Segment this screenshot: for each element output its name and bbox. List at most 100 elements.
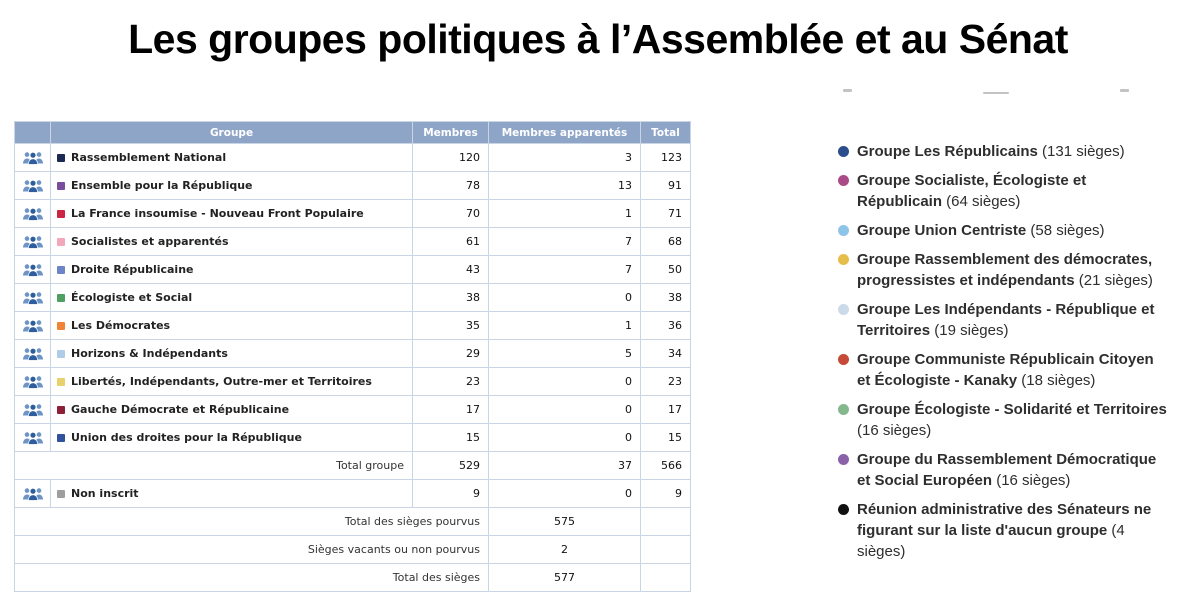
group-bullet <box>838 175 849 186</box>
apparentes-value: 0 <box>488 479 641 508</box>
summary-value: 577 <box>488 563 641 592</box>
apparentes-value: 13 <box>488 171 641 200</box>
table-header-row: Groupe Membres Membres apparentés Total <box>14 121 691 144</box>
party-name-cell: Non inscrit <box>50 479 413 508</box>
party-color-swatch <box>57 266 65 274</box>
summary-value: 575 <box>488 507 641 536</box>
group-bullet <box>838 454 849 465</box>
party-name: Libertés, Indépendants, Outre-mer et Ter… <box>71 375 372 388</box>
total-value: 91 <box>640 171 691 200</box>
table-row: Les Démocrates 35 1 36 <box>14 311 691 340</box>
summary-empty-cell <box>640 507 691 536</box>
party-name: Horizons & Indépendants <box>71 347 228 360</box>
group-name: Groupe Communiste Républicain Citoyen et… <box>857 351 1154 389</box>
group-people-icon <box>22 375 43 389</box>
table-row: Libertés, Indépendants, Outre-mer et Ter… <box>14 367 691 396</box>
party-color-swatch <box>57 294 65 302</box>
group-members-icon-cell <box>14 339 51 368</box>
party-name: Droite Républicaine <box>71 263 194 276</box>
apparentes-value: 7 <box>488 227 641 256</box>
group-bullet <box>838 146 849 157</box>
total-groupe-label: Total groupe <box>14 451 413 480</box>
total-value: 23 <box>640 367 691 396</box>
total-value: 38 <box>640 283 691 312</box>
party-color-swatch <box>57 434 65 442</box>
party-name: Union des droites pour la République <box>71 431 302 444</box>
cropped-heading-fragment <box>1120 89 1129 92</box>
group-name: Groupe Écologiste - Solidarité et Territ… <box>857 401 1167 418</box>
total-value: 36 <box>640 311 691 340</box>
senate-group-item: Groupe Les Indépendants - République et … <box>838 299 1170 341</box>
group-seats: (21 sièges) <box>1074 272 1153 289</box>
total-value: 71 <box>640 199 691 228</box>
total-value: 9 <box>640 479 691 508</box>
party-name-cell: Les Démocrates <box>50 311 413 340</box>
party-name: La France insoumise - Nouveau Front Popu… <box>71 207 364 220</box>
group-members-icon-cell <box>14 283 51 312</box>
group-people-icon <box>22 347 43 361</box>
group-seats: (16 sièges) <box>992 472 1071 489</box>
total-value: 123 <box>640 143 691 172</box>
summary-row: Total des sièges pourvus 575 <box>14 507 691 536</box>
membres-value: 78 <box>412 171 489 200</box>
senate-group-item: Groupe du Rassemblement Démocratique et … <box>838 449 1170 491</box>
summary-row: Sièges vacants ou non pourvus 2 <box>14 535 691 564</box>
table-row: Droite Républicaine 43 7 50 <box>14 255 691 284</box>
party-color-swatch <box>57 322 65 330</box>
group-members-icon-cell <box>14 479 51 508</box>
group-people-icon <box>22 235 43 249</box>
party-name-cell: Ensemble pour la République <box>50 171 413 200</box>
assembly-table-wrap: Groupe Membres Membres apparentés Total <box>14 121 691 592</box>
apparentes-column-header: Membres apparentés <box>488 121 641 144</box>
total-value: 34 <box>640 339 691 368</box>
party-name-cell: Gauche Démocrate et Républicaine <box>50 395 413 424</box>
group-members-icon-cell <box>14 367 51 396</box>
group-people-icon <box>22 151 43 165</box>
senate-group-item: Groupe Union Centriste (58 sièges) <box>838 220 1170 241</box>
summary-label: Sièges vacants ou non pourvus <box>14 535 489 564</box>
table-row: Union des droites pour la République 15 … <box>14 423 691 452</box>
party-name-cell: Union des droites pour la République <box>50 423 413 452</box>
summary-empty-cell <box>640 535 691 564</box>
party-name: Écologiste et Social <box>71 291 193 304</box>
senate-group-item: Groupe Rassemblement des démocrates, pro… <box>838 249 1170 291</box>
membres-value: 43 <box>412 255 489 284</box>
party-name-cell: Droite Républicaine <box>50 255 413 284</box>
group-people-icon <box>22 403 43 417</box>
membres-value: 38 <box>412 283 489 312</box>
apparentes-value: 0 <box>488 423 641 452</box>
party-color-swatch <box>57 406 65 414</box>
party-name: Les Démocrates <box>71 319 171 332</box>
party-name: Socialistes et apparentés <box>71 235 229 248</box>
party-name: Rassemblement National <box>71 151 227 164</box>
group-people-icon <box>22 319 43 333</box>
groupe-column-header: Groupe <box>50 121 413 144</box>
party-color-swatch <box>57 210 65 218</box>
total-value: 566 <box>640 451 691 480</box>
party-color-swatch <box>57 154 65 162</box>
table-row: Socialistes et apparentés 61 7 68 <box>14 227 691 256</box>
apparentes-value: 1 <box>488 311 641 340</box>
party-color-swatch <box>57 238 65 246</box>
senate-group-item: Réunion administrative des Sénateurs ne … <box>838 499 1170 562</box>
group-bullet <box>838 304 849 315</box>
assembly-table: Groupe Membres Membres apparentés Total <box>14 121 691 592</box>
group-people-icon <box>22 179 43 193</box>
apparentes-value: 0 <box>488 367 641 396</box>
assembly-table-body: Rassemblement National 120 3 123 Ensembl… <box>14 143 691 592</box>
group-seats: (64 sièges) <box>942 193 1021 210</box>
group-members-icon-cell <box>14 199 51 228</box>
group-seats: (18 sièges) <box>1017 372 1096 389</box>
summary-row: Total des sièges 577 <box>14 563 691 592</box>
group-name: Réunion administrative des Sénateurs ne … <box>857 501 1152 539</box>
group-bullet <box>838 504 849 515</box>
membres-column-header: Membres <box>412 121 489 144</box>
table-row: La France insoumise - Nouveau Front Popu… <box>14 199 691 228</box>
total-value: 15 <box>640 423 691 452</box>
group-seats: (58 sièges) <box>1026 222 1105 239</box>
group-name: Groupe Socialiste, Écologiste et Républi… <box>857 172 1087 210</box>
party-name: Non inscrit <box>71 487 139 500</box>
party-name: Gauche Démocrate et Républicaine <box>71 403 290 416</box>
summary-label: Total des sièges <box>14 563 489 592</box>
table-row: Ensemble pour la République 78 13 91 <box>14 171 691 200</box>
